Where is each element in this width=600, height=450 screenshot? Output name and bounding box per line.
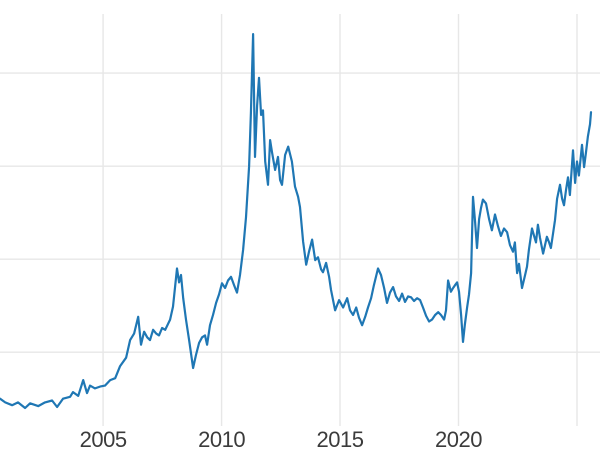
x-gridlines [102, 14, 578, 426]
x-tick-label-2005: 2005 [80, 427, 127, 450]
y-gridlines [0, 72, 600, 353]
series-line-price [0, 32, 593, 410]
x-tick-label-2010: 2010 [198, 427, 245, 450]
x-tick-label-2020: 2020 [435, 427, 482, 450]
price-line-series [0, 32, 593, 410]
x-axis-tick-labels: 2005 2010 2015 2020 [80, 427, 483, 450]
x-tick-label-2015: 2015 [317, 427, 364, 450]
